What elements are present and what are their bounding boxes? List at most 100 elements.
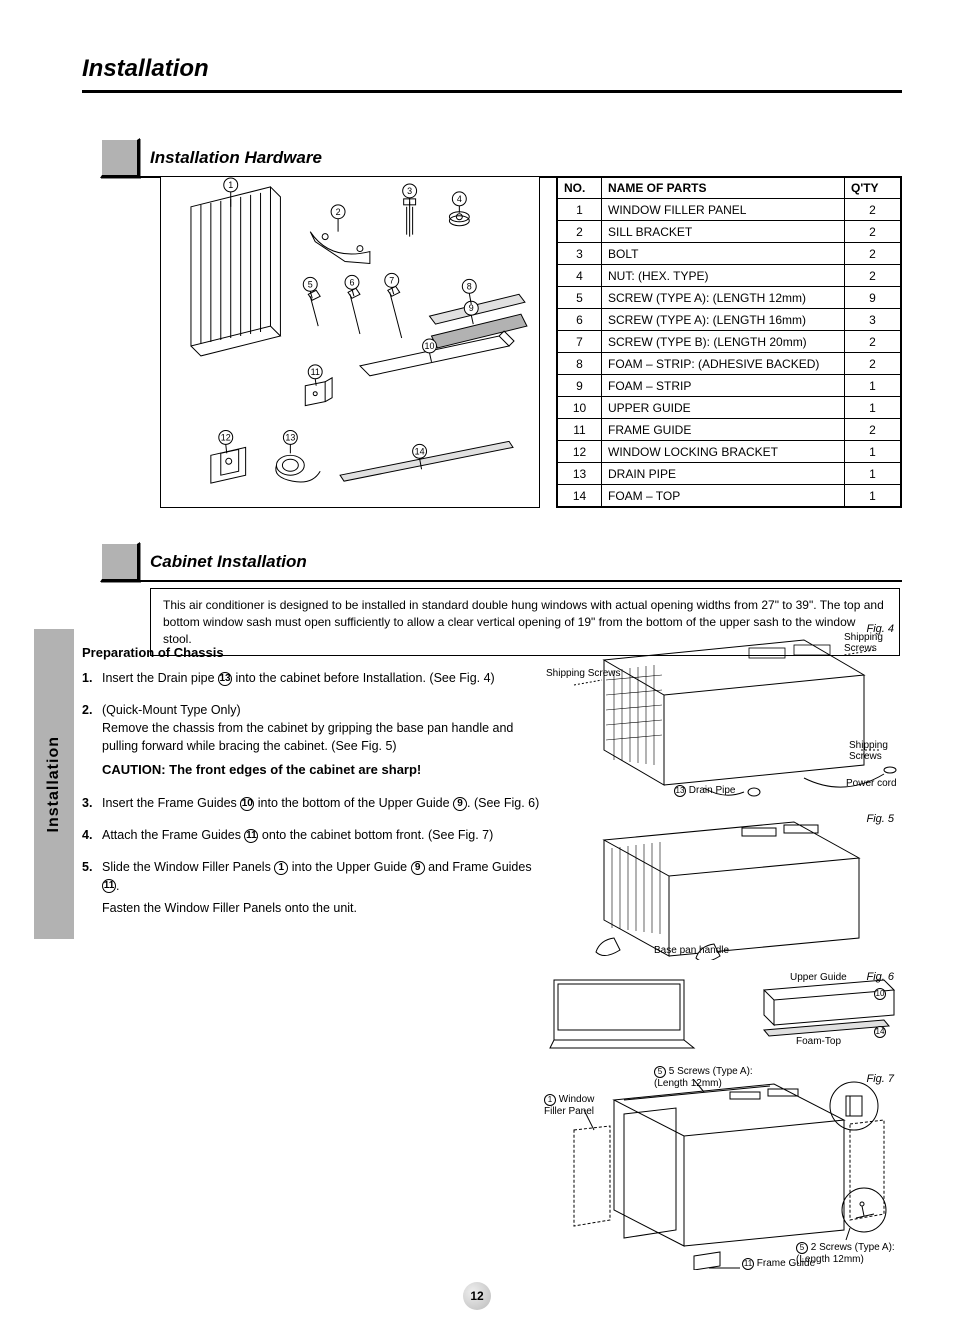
parts-cell-qty: 1 [845,397,901,419]
svg-text:Fig. 7: Fig. 7 [866,1073,894,1085]
table-row: 10UPPER GUIDE1 [558,397,901,419]
parts-cell-name: BOLT [602,243,845,265]
parts-cell-qty: 1 [845,463,901,485]
instruction-step: 3.Insert the Frame Guides 10 into the bo… [82,794,542,812]
parts-th-name: NAME OF PARTS [602,178,845,199]
table-row: 5SCREW (TYPE A): (LENGTH 12mm)9 [558,287,901,309]
fig4-callout-shipping2: Shipping Screws [844,632,904,654]
svg-text:11: 11 [311,367,320,377]
instruction-step: 4.Attach the Frame Guides 11 onto the ca… [82,826,542,844]
table-row: 9FOAM – STRIP1 [558,375,901,397]
svg-text:9: 9 [469,303,474,313]
svg-text:3: 3 [407,186,412,196]
table-row: 7SCREW (TYPE B): (LENGTH 20mm)2 [558,331,901,353]
table-row: 3BOLT2 [558,243,901,265]
parts-cell-no: 12 [558,441,602,463]
parts-cell-name: NUT: (HEX. TYPE) [602,265,845,287]
table-row: 6SCREW (TYPE A): (LENGTH 16mm)3 [558,309,901,331]
parts-cell-qty: 9 [845,287,901,309]
figure-5: Fig. 5 Base pan handle [544,810,904,960]
parts-cell-qty: 2 [845,265,901,287]
hardware-illustration-panel: 1 2 3 4 5 6 7 8 9 10 11 12 13 14 [160,176,540,508]
parts-cell-no: 8 [558,353,602,375]
table-row: 13DRAIN PIPE1 [558,463,901,485]
parts-cell-name: SILL BRACKET [602,221,845,243]
parts-table: NO. NAME OF PARTS Q'TY 1WINDOW FILLER PA… [556,176,902,508]
side-tab-label: Installation [45,736,63,832]
parts-cell-no: 7 [558,331,602,353]
parts-cell-no: 14 [558,485,602,507]
fig4-callout-power: Power cord [846,778,897,789]
parts-th-qty: Q'TY [845,178,901,199]
fig7-callout-screw2: 5 2 Screws (Type A): (Length 12mm) [796,1242,906,1265]
side-tab-installation: Installation [34,629,74,939]
parts-cell-no: 13 [558,463,602,485]
table-row: 12WINDOW LOCKING BRACKET1 [558,441,901,463]
figure-6: Fig. 6 10 Upper Guide 14 Foam-Top [544,970,904,1060]
svg-text:5: 5 [308,279,313,289]
parts-cell-qty: 2 [845,199,901,221]
figure-4: Fig. 4 Shipping Screws Shipping Screws 1… [544,620,904,800]
hardware-svg: 1 2 3 4 5 6 7 8 9 10 11 12 13 14 [161,177,539,507]
parts-cell-name: WINDOW FILLER PANEL [602,199,845,221]
parts-cell-no: 6 [558,309,602,331]
table-row: 1WINDOW FILLER PANEL2 [558,199,901,221]
table-row: 14FOAM – TOP1 [558,485,901,507]
svg-text:4: 4 [457,194,462,204]
parts-cell-name: FOAM – STRIP: (ADHESIVE BACKED) [602,353,845,375]
fig7-callout-screw5: 5 5 Screws (Type A): (Length 12mm) [654,1066,774,1089]
instructions-subcaption: Preparation of Chassis [82,644,542,663]
svg-text:10: 10 [425,341,435,351]
svg-text:1: 1 [228,180,233,190]
svg-text:2: 2 [336,207,341,217]
fig6-callout-foam-label: Foam-Top [796,1036,841,1047]
fig6-callout-upper-label: Upper Guide [790,972,847,983]
parts-cell-name: SCREW (TYPE A): (LENGTH 12mm) [602,287,845,309]
fig6-callout-upper: 10 [874,988,886,1000]
table-row: 8FOAM – STRIP: (ADHESIVE BACKED)2 [558,353,901,375]
parts-cell-no: 1 [558,199,602,221]
figure-7: Fig. 7 1 Window Filler Panel 5 5 Screws … [544,1070,904,1270]
page-title: Installation [82,55,209,83]
fig4-callout-shipping3: Shipping Screws [849,740,904,762]
fig4-callout-shipping1: Shipping Screws [546,668,620,679]
parts-cell-qty: 1 [845,485,901,507]
svg-text:Fig. 6: Fig. 6 [866,971,894,983]
section-marker-2 [100,542,140,582]
fig5-callout-handle: Base pan handle [654,945,729,956]
parts-cell-name: FOAM – TOP [602,485,845,507]
svg-text:7: 7 [389,275,394,285]
figures-column: Fig. 4 Shipping Screws Shipping Screws 1… [544,620,904,1280]
svg-text:14: 14 [415,446,425,456]
parts-cell-name: WINDOW LOCKING BRACKET [602,441,845,463]
fig7-callout-filler: 1 Window Filler Panel [544,1094,614,1117]
section-title-hardware: Installation Hardware [150,148,322,168]
section-title-cabinet: Cabinet Installation [150,552,307,572]
instruction-step: 1.Insert the Drain pipe 13 into the cabi… [82,669,542,687]
parts-cell-name: FOAM – STRIP [602,375,845,397]
instruction-step: 2.(Quick-Mount Type Only)Remove the chas… [82,701,542,780]
parts-cell-qty: 2 [845,353,901,375]
parts-cell-no: 2 [558,221,602,243]
table-row: 11FRAME GUIDE2 [558,419,901,441]
table-row: 2SILL BRACKET2 [558,221,901,243]
fig4-callout-drain: 13 Drain Pipe [674,785,735,797]
parts-cell-qty: 2 [845,243,901,265]
instruction-step: 5.Slide the Window Filler Panels 1 into … [82,858,542,916]
fig6-callout-foam: 14 [874,1026,886,1038]
parts-th-no: NO. [558,178,602,199]
parts-cell-no: 3 [558,243,602,265]
parts-cell-no: 5 [558,287,602,309]
parts-cell-no: 9 [558,375,602,397]
parts-cell-name: SCREW (TYPE A): (LENGTH 16mm) [602,309,845,331]
svg-text:6: 6 [349,277,354,287]
parts-cell-qty: 1 [845,375,901,397]
parts-cell-no: 10 [558,397,602,419]
section-marker-1 [100,138,140,178]
parts-cell-name: FRAME GUIDE [602,419,845,441]
table-row: 4NUT: (HEX. TYPE)2 [558,265,901,287]
parts-cell-qty: 2 [845,419,901,441]
instructions-column: Preparation of Chassis 1.Insert the Drai… [82,640,542,931]
parts-cell-name: DRAIN PIPE [602,463,845,485]
parts-cell-qty: 3 [845,309,901,331]
